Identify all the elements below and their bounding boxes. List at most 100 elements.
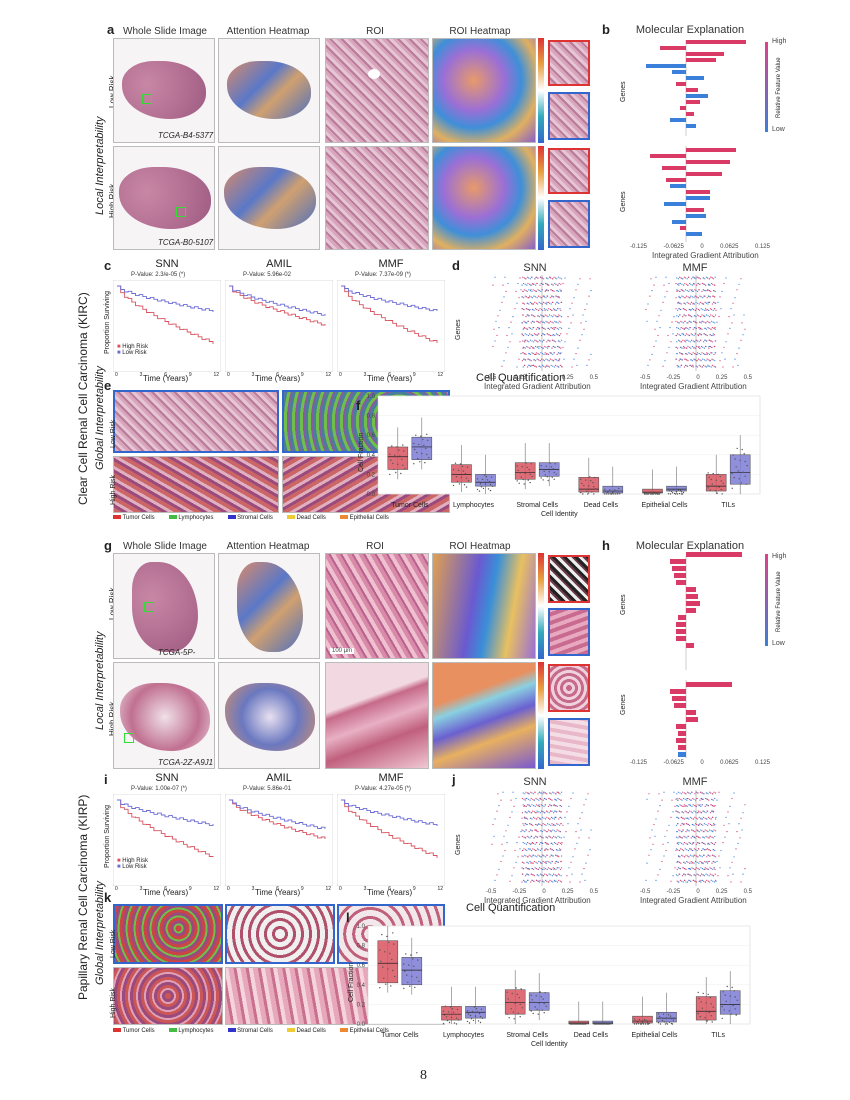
swarm-point [686,860,688,863]
swarm-point [530,835,532,837]
swarm-point [542,860,544,863]
swarm-point [712,333,714,335]
swarm-point [550,854,552,856]
swarm-point [551,359,553,361]
box-ytick: 0.2 [367,472,376,478]
swarm-point [549,340,551,342]
swarm-point [697,874,699,876]
swarm-point [543,855,545,857]
swarm-point [555,875,557,877]
swarm-point [543,278,545,280]
swarm-point [693,358,695,360]
swarm-point [529,811,531,813]
swarm-point [685,353,687,355]
swarm-point [537,805,539,807]
swarm-point [695,353,697,355]
swarm-point [712,837,714,839]
swarm-point [702,798,704,800]
km-chart [225,794,333,886]
swarm-point [686,805,688,807]
swarm-point [527,297,529,299]
swarm-point [543,360,545,362]
swarm-point [559,277,561,279]
swarm-point [705,812,707,814]
swarm-point [699,309,701,311]
swarm-point [539,360,541,362]
patch-high-risk-kirp-2 [548,718,590,766]
swarm-point [546,831,548,833]
swarm-point [527,346,529,348]
swarm-point [548,861,550,863]
swarm-point [705,309,707,311]
box-point [720,480,722,482]
swarm-point [710,276,712,278]
swarm-point [501,843,503,845]
swarm-point [558,879,560,881]
swarm-point [531,328,533,330]
box-point [402,464,404,466]
swarm-point [492,284,494,286]
box-point [382,966,384,968]
swarm-point [695,290,697,292]
swarm-point [536,297,538,299]
swarm-point [682,867,684,869]
swarm-point [551,290,553,292]
box-point [616,490,618,492]
swarm-point [732,366,734,368]
swarm-point [692,340,694,342]
swarm-point [522,352,524,354]
swarm-point [508,327,510,329]
swarm-point [551,278,553,280]
box-point [570,1023,572,1025]
swarm-point [527,334,529,337]
swarm-point [585,798,587,800]
swarm-point [675,810,677,812]
swarm-point [552,360,554,362]
swarm-point [553,327,555,329]
swarm-point [689,327,691,329]
swarm-point [699,327,701,329]
swarm-point [681,875,683,877]
box-point [446,1019,449,1022]
swarm-point [545,824,547,826]
swarm-point [533,816,535,818]
swarm-point [705,792,707,794]
swarm-point [700,308,702,310]
swarm-point [712,799,714,801]
swarm-point [550,842,552,844]
swarm-point [691,855,693,857]
swarm-point [523,816,525,818]
swarm-point [699,333,701,335]
box-point [733,476,735,479]
swarm-point [549,818,551,820]
km-xtick: 3 [251,372,255,378]
swarm-point [545,860,547,863]
tick: 0 [696,375,700,381]
swarm-point [710,314,712,316]
swarm-point [709,867,711,869]
swarm-point [538,347,540,349]
box-point [518,997,520,999]
swarm-point [528,315,530,317]
box-point [590,480,592,482]
box-point [591,491,593,493]
swarm-point [679,340,681,342]
box-point [585,479,587,481]
km-xtick: 9 [188,372,192,378]
swarm-point [697,297,699,299]
box-point [703,1010,705,1013]
swarm-point [713,290,715,292]
swarm-point [537,359,539,361]
swarm-point [696,353,698,355]
swarm-point [559,327,561,329]
swarm-point [657,334,659,337]
column-title-attention: Attention Heatmap [226,26,310,37]
swarm-point [701,856,703,858]
box-point [387,968,389,970]
swarm-point [729,327,731,329]
box-point [603,1023,605,1025]
swarm-point [535,861,537,863]
box-point [578,1023,580,1025]
box-point [414,448,416,451]
swarm-point [709,345,711,348]
